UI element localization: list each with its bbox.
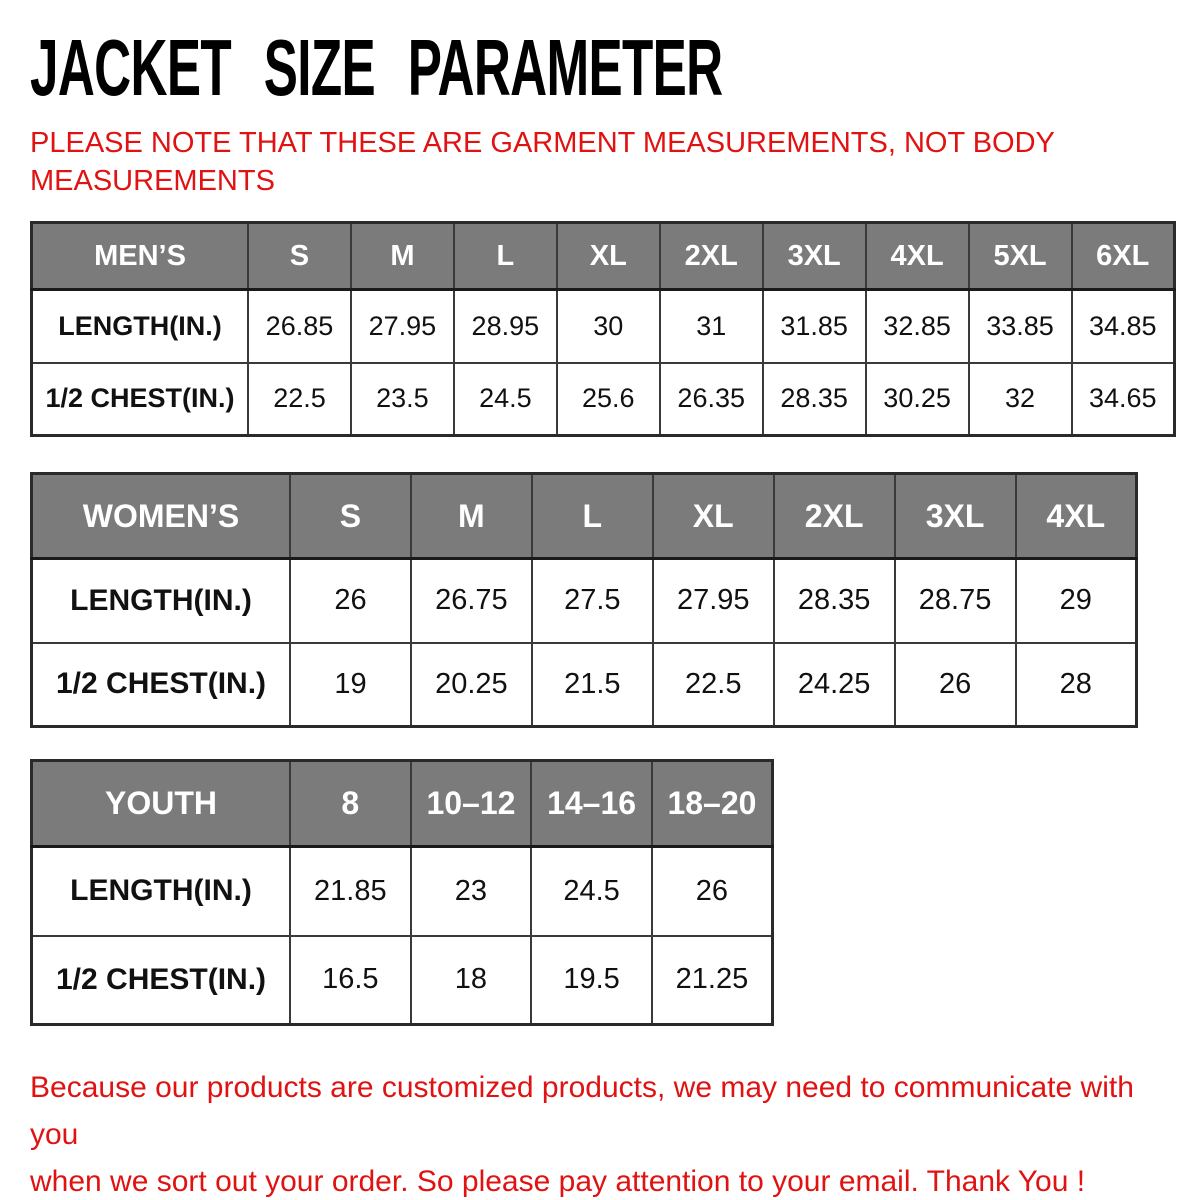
garment-measurement-note: PLEASE NOTE THAT THESE ARE GARMENT MEASU…: [30, 127, 1055, 197]
measurement-value-cell: 32.85: [864, 288, 970, 364]
measurement-value-cell: 23.5: [349, 361, 455, 437]
row-label-cell: 1/2 CHEST(IN.): [30, 934, 291, 1026]
size-header-cell: 4XL: [1014, 472, 1138, 560]
header-row: MEN’S S M L XL 2XL 3XL 4XL 5XL 6XL: [30, 221, 1176, 291]
measurement-value-cell: 16.5: [289, 934, 412, 1026]
measurement-value-cell: 31: [658, 288, 764, 364]
measurement-value-cell: 32: [967, 361, 1073, 437]
measurement-row: LENGTH(IN.) 21.85 23 24.5 26: [30, 845, 774, 937]
measurement-value-cell: 26.85: [247, 288, 352, 364]
measurement-value-cell: 28.75: [893, 557, 1017, 644]
header-row: YOUTH 8 10–12 14–16 18–20: [30, 759, 774, 848]
womens-group-header-cell: WOMEN’S: [30, 472, 291, 560]
size-header-cell: 4XL: [864, 221, 970, 291]
size-header-cell: 3XL: [761, 221, 867, 291]
measurement-value-cell: 19.5: [530, 934, 653, 1026]
measurement-value-cell: 26.35: [658, 361, 764, 437]
row-label-cell: 1/2 CHEST(IN.): [30, 641, 291, 728]
measurement-value-cell: 31.85: [761, 288, 867, 364]
row-label-cell: LENGTH(IN.): [30, 557, 291, 644]
measurement-row: LENGTH(IN.) 26.85 27.95 28.95 30 31 31.85 32.85…: [30, 288, 1176, 364]
size-header-cell: 14–16: [530, 759, 653, 848]
youth-size-table: YOUTH 8 10–12 14–16 18–20 LENGTH(IN.) 21.85 23 2…: [30, 759, 774, 1026]
size-header-cell: 2XL: [772, 472, 896, 560]
row-label-cell: 1/2 CHEST(IN.): [30, 361, 249, 437]
size-header-cell: 18–20: [650, 759, 774, 848]
header-row: WOMEN’S S M L XL 2XL 3XL 4XL: [30, 472, 1138, 560]
size-header-cell: L: [530, 472, 654, 560]
youth-group-header-cell: YOUTH: [30, 759, 291, 848]
measurement-value-cell: 23: [409, 845, 533, 937]
measurement-value-cell: 27.95: [651, 557, 775, 644]
size-header-cell: 3XL: [893, 472, 1017, 560]
measurement-value-cell: 24.5: [530, 845, 653, 937]
measurement-value-cell: 28.35: [772, 557, 896, 644]
measurement-value-cell: 34.85: [1070, 288, 1176, 364]
measurement-value-cell: 25.6: [555, 361, 661, 437]
measurement-value-cell: 34.65: [1070, 361, 1176, 437]
size-header-cell: S: [247, 221, 352, 291]
measurement-row: 1/2 CHEST(IN.) 19 20.25 21.5 22.5 24.25 26 28: [30, 641, 1138, 728]
measurement-value-cell: 22.5: [651, 641, 775, 728]
measurement-value-cell: 29: [1014, 557, 1138, 644]
measurement-row: LENGTH(IN.) 26 26.75 27.5 27.95 28.35 28.75 29: [30, 557, 1138, 644]
measurement-value-cell: 21.25: [650, 934, 774, 1026]
measurement-value-cell: 28.95: [452, 288, 558, 364]
measurement-value-cell: 30: [555, 288, 661, 364]
measurement-value-cell: 19: [289, 641, 412, 728]
measurement-value-cell: 27.5: [530, 557, 654, 644]
mens-group-header-cell: MEN’S: [30, 221, 249, 291]
size-header-cell: S: [289, 472, 412, 560]
customization-notice: Because our products are customized prod…: [30, 1071, 1134, 1198]
measurement-value-cell: 27.95: [349, 288, 455, 364]
measurement-value-cell: 26: [893, 641, 1017, 728]
measurement-value-cell: 33.85: [967, 288, 1073, 364]
measurement-value-cell: 18: [409, 934, 533, 1026]
measurement-value-cell: 28: [1014, 641, 1138, 728]
size-header-cell: XL: [555, 221, 661, 291]
size-header-cell: M: [409, 472, 533, 560]
size-header-cell: 10–12: [409, 759, 533, 848]
measurement-value-cell: 26: [650, 845, 774, 937]
row-label-cell: LENGTH(IN.): [30, 845, 291, 937]
measurement-value-cell: 20.25: [409, 641, 533, 728]
measurement-value-cell: 24.25: [772, 641, 896, 728]
measurement-row: 1/2 CHEST(IN.) 22.5 23.5 24.5 25.6 26.35 28.35…: [30, 361, 1176, 437]
measurement-value-cell: 21.85: [289, 845, 412, 937]
measurement-value-cell: 26.75: [409, 557, 533, 644]
measurement-value-cell: 26: [289, 557, 412, 644]
size-header-cell: L: [452, 221, 558, 291]
size-header-cell: M: [349, 221, 455, 291]
measurement-value-cell: 24.5: [452, 361, 558, 437]
measurement-value-cell: 28.35: [761, 361, 867, 437]
size-header-cell: 5XL: [967, 221, 1073, 291]
size-header-cell: 2XL: [658, 221, 764, 291]
womens-size-table: WOMEN’S S M L XL 2XL 3XL 4XL LENGTH(IN.) 26 26.75 2…: [30, 472, 1138, 728]
page-title: JACKET SIZE PARAMETER: [30, 23, 723, 112]
measurement-value-cell: 21.5: [530, 641, 654, 728]
size-header-cell: XL: [651, 472, 775, 560]
row-label-cell: LENGTH(IN.): [30, 288, 249, 364]
mens-size-table: MEN’S S M L XL 2XL 3XL 4XL 5XL 6XL LENGTH(IN.) 26.8…: [30, 221, 1176, 437]
size-header-cell: 6XL: [1070, 221, 1176, 291]
measurement-value-cell: 22.5: [247, 361, 352, 437]
measurement-value-cell: 30.25: [864, 361, 970, 437]
measurement-row: 1/2 CHEST(IN.) 16.5 18 19.5 21.25: [30, 934, 774, 1026]
size-header-cell: 8: [289, 759, 412, 848]
